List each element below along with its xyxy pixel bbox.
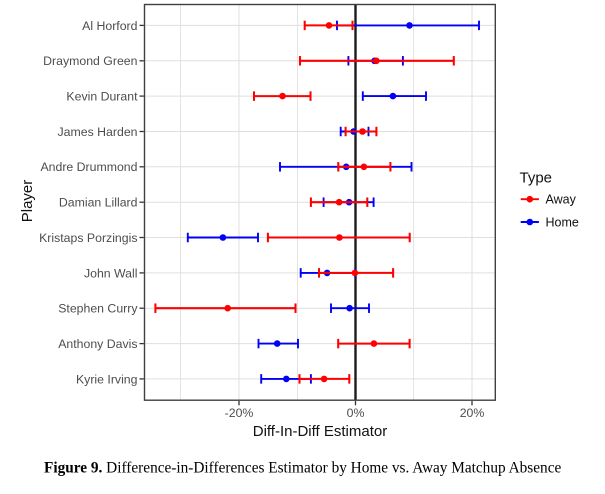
svg-text:Diff-In-Diff Estimator: Diff-In-Diff Estimator	[253, 423, 387, 440]
svg-text:Stephen Curry: Stephen Curry	[58, 302, 138, 316]
svg-text:Al Horford: Al Horford	[82, 19, 138, 33]
svg-text:Kyrie Irving: Kyrie Irving	[76, 372, 138, 386]
svg-text:Away: Away	[546, 193, 577, 207]
svg-text:-20%: -20%	[225, 406, 254, 420]
svg-text:Damian Lillard: Damian Lillard	[59, 196, 138, 210]
svg-text:James Harden: James Harden	[58, 125, 138, 139]
svg-text:Draymond Green: Draymond Green	[43, 54, 137, 68]
svg-text:Figure 9. Difference-in-Differ: Figure 9. Difference-in-Differences Esti…	[44, 460, 561, 477]
svg-text:Kevin Durant: Kevin Durant	[66, 90, 138, 104]
svg-text:John Wall: John Wall	[84, 266, 138, 280]
svg-text:Type: Type	[520, 169, 553, 186]
svg-text:Anthony Davis: Anthony Davis	[58, 337, 137, 351]
svg-text:20%: 20%	[460, 406, 485, 420]
svg-text:Player: Player	[19, 180, 36, 223]
svg-text:0%: 0%	[347, 406, 365, 420]
svg-text:Home: Home	[546, 215, 579, 229]
svg-text:Andre Drummond: Andre Drummond	[40, 160, 137, 174]
svg-text:Kristaps Porzingis: Kristaps Porzingis	[39, 231, 137, 245]
